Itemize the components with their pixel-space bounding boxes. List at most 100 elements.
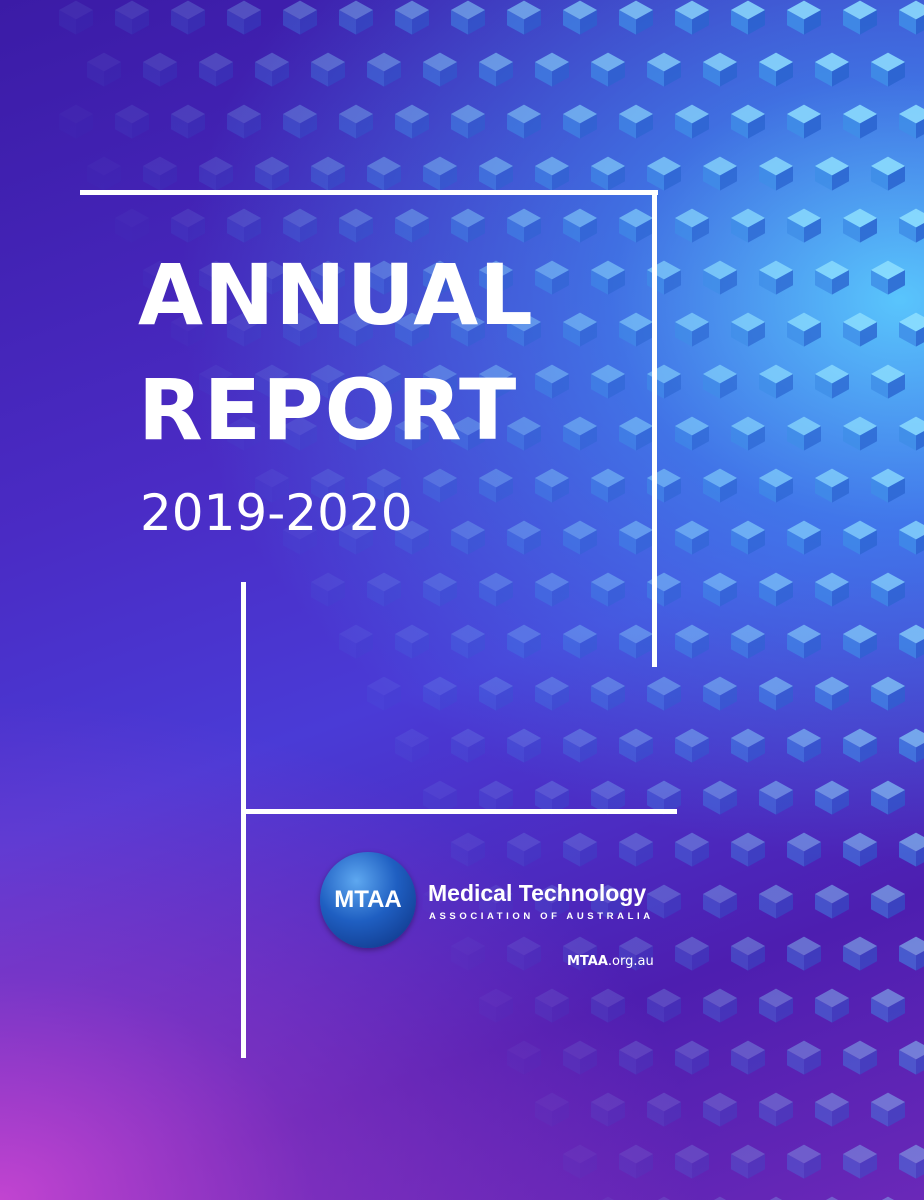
background-cube [255,156,289,191]
background-cube [787,208,821,243]
background-cube [507,0,541,35]
background-cube [619,936,653,971]
background-cube [423,780,457,815]
background-cube [815,572,849,607]
background-cube [227,0,261,35]
background-cube [731,208,765,243]
background-cube [871,156,905,191]
background-cube [899,728,924,763]
background-cube [283,104,317,139]
background-cube [759,1092,793,1127]
background-cube [563,416,597,451]
background-cube [843,624,877,659]
background-cube [451,208,485,243]
background-cube [871,260,905,295]
background-cube [451,104,485,139]
background-cube [311,156,345,191]
background-cube [619,520,653,555]
background-cube [759,52,793,87]
background-cube [647,52,681,87]
background-cube [703,52,737,87]
background-cube [731,104,765,139]
background-cube [507,728,541,763]
background-cube [339,104,373,139]
background-cube [815,780,849,815]
background-cube [731,832,765,867]
background-cube [675,728,709,763]
background-cube [619,1144,653,1179]
background-cube [311,260,345,295]
background-cube [731,1144,765,1179]
background-cube [787,936,821,971]
background-cube [843,104,877,139]
background-cube [871,884,905,919]
background-cube [899,104,924,139]
background-cube [703,468,737,503]
background-cube [507,832,541,867]
background-cube [647,780,681,815]
background-cube [59,0,93,35]
background-cube [479,52,513,87]
background-cube [787,1144,821,1179]
background-cube [815,884,849,919]
background-cube [339,312,373,347]
background-cube [703,988,737,1023]
background-cube [843,1040,877,1075]
background-cube [759,988,793,1023]
website-domain-rest: .org.au [607,954,654,969]
background-cube [843,520,877,555]
background-cube [899,520,924,555]
background-cube [507,104,541,139]
background-cube [619,208,653,243]
background-cube [479,572,513,607]
background-cube [619,312,653,347]
background-cube [619,832,653,867]
background-cube [479,988,513,1023]
background-cube [815,260,849,295]
background-cube [647,884,681,919]
background-cube [843,832,877,867]
report-year: 2019-2020 [140,484,413,542]
background-cube [731,0,765,35]
background-cube [367,468,401,503]
frame-line-right [652,190,657,667]
background-cube [423,572,457,607]
background-cube [59,105,93,139]
background-cube [227,208,261,243]
background-cube [479,364,513,399]
background-cube [563,1040,597,1075]
background-cube [899,208,924,243]
background-cube [563,208,597,243]
background-cube [815,364,849,399]
frame-line-left [241,582,246,1058]
background-cube [759,780,793,815]
background-cube [171,208,205,243]
background-cube [115,104,149,139]
background-cube [787,1040,821,1075]
background-cube [647,676,681,711]
background-cube [759,468,793,503]
background-cube [507,208,541,243]
background-cube [283,208,317,243]
background-cube [367,572,401,607]
website-url[interactable]: MTAA.org.au [567,955,654,968]
background-cube [843,312,877,347]
background-cube [563,728,597,763]
frame-line-bottom [241,809,677,814]
background-cube [479,884,513,919]
background-cube [871,468,905,503]
title-report: REPORT [138,361,518,459]
background-cube [815,156,849,191]
background-cube [675,416,709,451]
background-cube [871,1092,905,1127]
background-cube [899,312,924,347]
background-cube [815,468,849,503]
background-cube [367,52,401,87]
background-cube [675,0,709,35]
background-cube [731,1040,765,1075]
background-cube [479,260,513,295]
background-cube [759,884,793,919]
background-cube [619,624,653,659]
background-cube [479,780,513,815]
background-cube [759,676,793,711]
